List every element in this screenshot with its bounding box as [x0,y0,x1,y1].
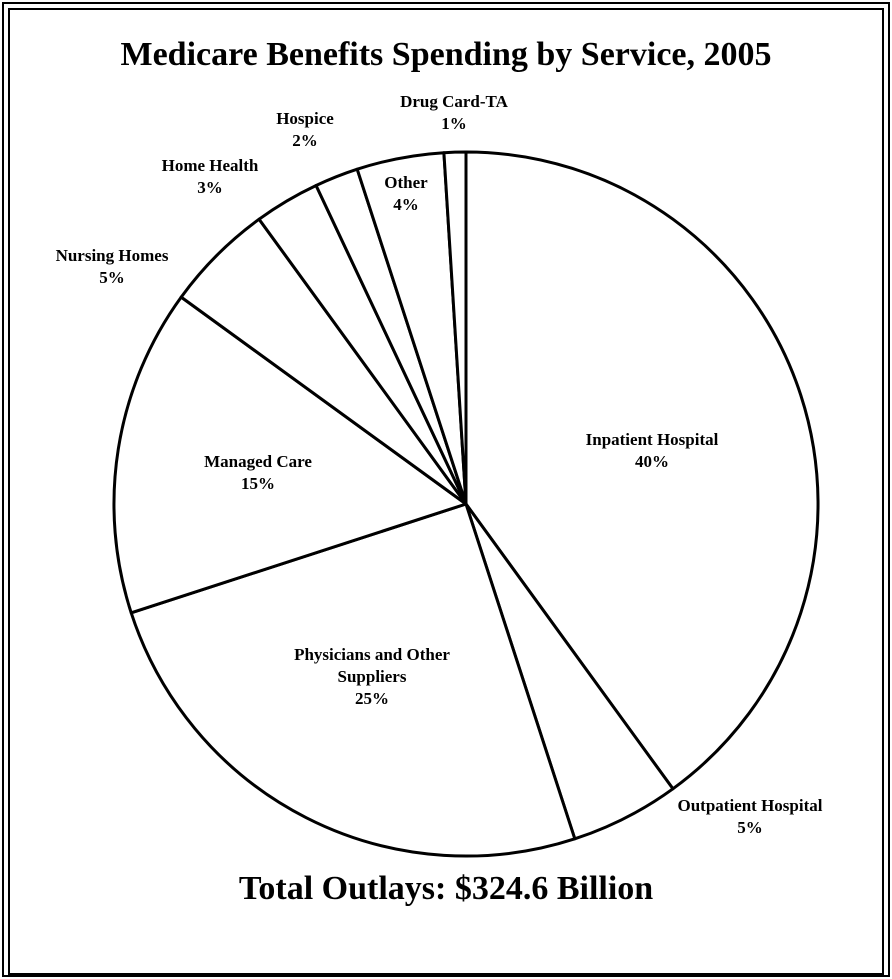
pie-slice [464,150,820,791]
slice-name-label: Other [384,173,428,192]
slice-name-label: Drug Card-TA [400,92,509,111]
pie-slice [129,502,577,858]
slice-percent-label: 5% [737,818,763,837]
slice-name-label: Suppliers [338,667,407,686]
slice-percent-label: 40% [635,452,669,471]
slice-name-label: Nursing Homes [56,246,169,265]
slice-name-label: Inpatient Hospital [586,430,719,449]
slice-percent-label: 2% [292,131,318,150]
inner-border [8,8,884,975]
slice-name-label: Managed Care [204,452,312,471]
slice-percent-label: 1% [441,114,467,133]
slice-percent-label: 3% [197,178,223,197]
slice-percent-label: 25% [355,689,389,708]
pie-slice [442,150,468,506]
pie-slice [112,295,468,615]
slice-name-label: Hospice [276,109,334,128]
slice-name-label: Outpatient Hospital [678,796,823,815]
slice-percent-label: 4% [393,195,419,214]
chart-title: Medicare Benefits Spending by Service, 2… [120,36,772,73]
total-outlays: Total Outlays: $324.6 Billion [238,870,654,907]
slice-percent-label: 5% [99,268,125,287]
slice-name-label: Home Health [162,156,259,175]
slice-percent-label: 15% [241,474,275,493]
slice-name-label: Physicians and Other [294,645,450,664]
